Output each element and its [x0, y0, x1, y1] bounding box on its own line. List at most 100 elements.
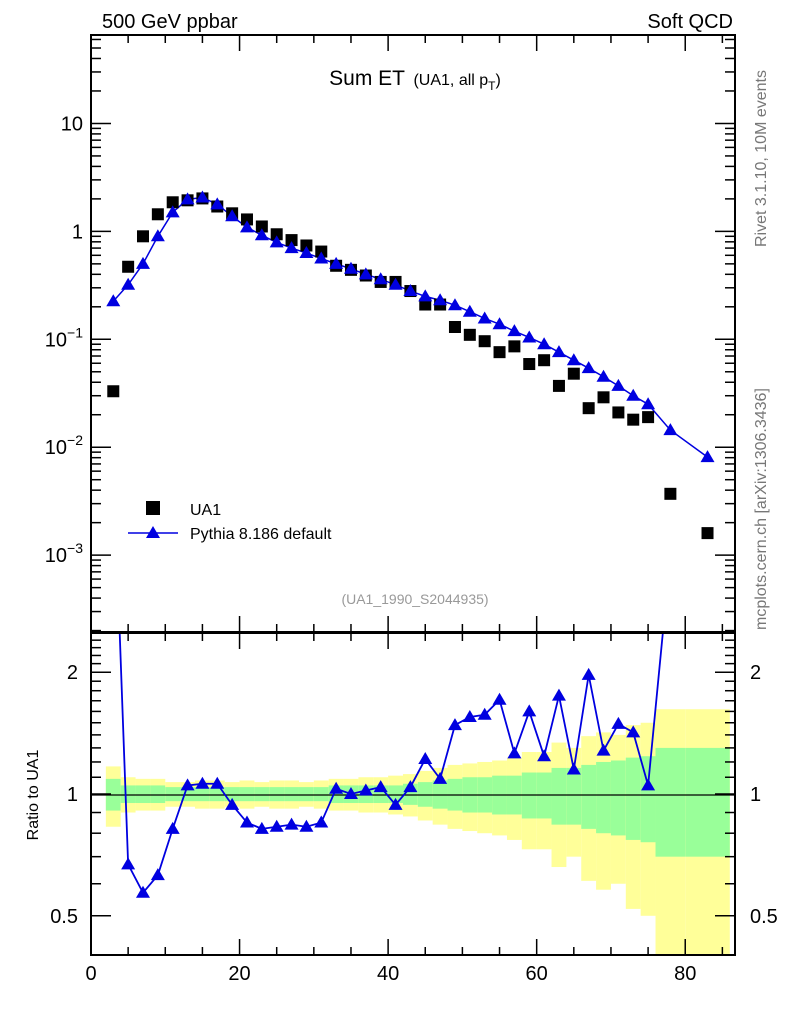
ua1-point: [107, 385, 120, 398]
ua1-point: [136, 230, 149, 243]
x-tick-label: 60: [526, 963, 548, 985]
band-stat: [269, 787, 285, 802]
x-tick-label: 80: [674, 963, 696, 985]
legend: UA1 Pythia 8.186 default: [128, 501, 332, 543]
ratio-y-tick-label: 2: [67, 662, 78, 684]
band-stat: [224, 787, 240, 802]
pythia-point: [462, 304, 477, 317]
band-stat: [596, 761, 611, 834]
ratio-point: [522, 704, 537, 717]
ratio-point: [403, 780, 418, 793]
band-stat: [640, 756, 656, 843]
ratio-point: [121, 857, 136, 870]
ua1-point: [478, 335, 491, 348]
ua1-point: [285, 234, 298, 247]
pythia-point: [507, 324, 522, 337]
data-marks: [106, 190, 715, 898]
pythia-point: [210, 197, 225, 210]
legend-pythia-label: Pythia 8.186 default: [190, 526, 332, 543]
ratio-point: [581, 667, 596, 680]
band-stat: [685, 747, 730, 857]
legend-ua1-label: UA1: [190, 502, 221, 519]
band-stat: [313, 787, 329, 802]
pythia-point: [269, 235, 284, 248]
y-tick-label: 10: [61, 113, 83, 135]
pythia-point: [403, 284, 418, 297]
tick-labels: 0 20 40 60 80 10 1 10−1 10−2 10−3 0.5 0.5 1 1 2 2: [45, 113, 778, 985]
ratio-y-tick-label-right: 0.5: [750, 906, 778, 928]
y-tick-label: 10−1: [45, 324, 83, 351]
ratio-point: [150, 868, 165, 881]
band-stat: [625, 757, 641, 840]
band-stat: [239, 787, 255, 802]
pythia-point: [596, 369, 611, 382]
band-stat: [150, 785, 166, 804]
pythia-point: [239, 220, 254, 233]
ratio-y-tick-label-right: 1: [750, 784, 761, 806]
ratio-point: [358, 783, 373, 796]
pythia-point: [447, 298, 462, 311]
pythia-point: [343, 261, 358, 274]
band-stat: [120, 785, 136, 804]
pythia-point: [106, 294, 121, 307]
ratio-point: [135, 885, 150, 898]
ratio-point: [433, 771, 448, 784]
ratio-y-tick-label-right: 2: [750, 662, 761, 684]
ua1-point: [508, 340, 521, 353]
band-stat: [388, 785, 403, 804]
ua1-point: [701, 527, 714, 540]
ua1-point: [255, 220, 268, 233]
rivet-label: Rivet 3.1.10, 10M events: [753, 70, 770, 247]
pythia-point: [373, 272, 388, 285]
ratio-point: [329, 781, 344, 794]
ua1-point: [538, 354, 551, 367]
pythia-point: [388, 277, 403, 290]
ratio-point: [388, 797, 403, 810]
ua1-point: [463, 328, 476, 341]
ratio-point: [477, 707, 492, 720]
ratio-point: [373, 780, 388, 793]
ratio-point: [284, 817, 299, 830]
band-stat: [655, 747, 686, 857]
ua1-point: [582, 402, 595, 415]
main-frame: [90, 34, 736, 633]
pythia-point: [522, 330, 537, 343]
pythia-point: [551, 345, 566, 358]
pythia-point: [284, 241, 299, 254]
pythia-point: [135, 256, 150, 269]
pythia-point: [641, 397, 656, 410]
ratio-point: [596, 743, 611, 756]
ratio-point: [418, 752, 433, 765]
x-tick-label: 40: [377, 963, 399, 985]
ua1-point: [567, 367, 580, 380]
pythia-point: [566, 353, 581, 366]
pythia-point: [150, 229, 165, 242]
band-stat: [551, 767, 567, 825]
ratio-point: [314, 815, 329, 828]
ua1-point: [597, 391, 610, 404]
ratio-marks: [118, 633, 664, 898]
ua1-point: [612, 406, 625, 419]
pythia-point: [299, 246, 314, 259]
band-stat: [165, 787, 181, 802]
pythia-point: [358, 267, 373, 280]
pythia-point: [165, 205, 180, 218]
ratio-point: [507, 746, 522, 759]
pythia-point: [314, 251, 329, 264]
ratio-point: [551, 688, 566, 701]
ua1-point: [166, 196, 179, 209]
ua1-point: [419, 298, 432, 311]
pythia-point: [254, 228, 269, 241]
ua1-point: [552, 379, 565, 392]
ua1-point: [240, 213, 253, 226]
ratio-point: [239, 815, 254, 828]
ratio-y-tick-label: 0.5: [50, 906, 78, 928]
ua1-point: [627, 413, 640, 426]
ua1-point: [642, 411, 655, 424]
x-tick-label: 0: [85, 963, 96, 985]
ratio-point: [195, 776, 210, 789]
band-stat: [566, 767, 582, 825]
pythia-point: [663, 423, 678, 436]
legend-pythia-marker: [146, 526, 160, 538]
